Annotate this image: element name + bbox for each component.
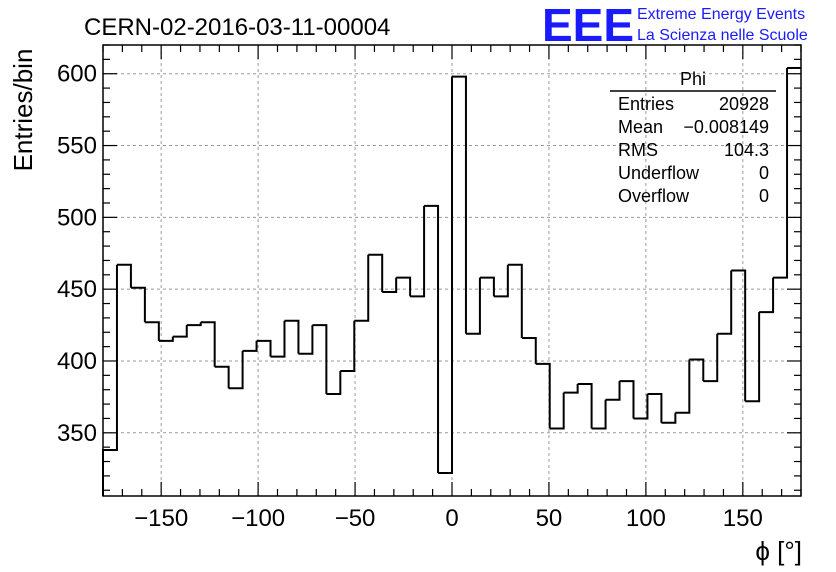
stats-row-value: −0.008149 — [683, 117, 769, 137]
histogram-bin — [605, 381, 621, 401]
stats-rows: Entries 20928 Mean −0.008149 RMS 104.3 Underfl… — [618, 94, 769, 206]
histogram-bin — [186, 322, 202, 327]
y-tick-label: 400 — [57, 348, 97, 375]
histogram-bin — [465, 277, 481, 335]
x-tick-label: 100 — [626, 505, 666, 532]
histogram-bin — [172, 325, 188, 338]
x-tick-label: −100 — [231, 505, 285, 532]
histogram-bin — [340, 320, 356, 373]
histogram-bin — [256, 339, 272, 357]
stats-row-value: 104.3 — [724, 140, 769, 160]
histogram-bin — [731, 269, 747, 402]
x-tick-label: −150 — [134, 505, 188, 532]
eee-logo-letters: EEE — [542, 0, 634, 51]
stats-row-value: 0 — [759, 163, 769, 183]
histogram-bin — [438, 76, 453, 475]
histogram-bin — [479, 276, 495, 297]
histogram-bin — [116, 263, 132, 288]
histogram-bin — [214, 365, 230, 389]
stats-row-label: Mean — [618, 117, 663, 137]
histogram-bin — [759, 277, 775, 314]
histogram-bin — [773, 67, 789, 279]
histogram-bin — [675, 359, 691, 414]
histogram-bin — [354, 254, 370, 322]
histogram-bin — [158, 336, 174, 342]
histogram-bin — [507, 263, 523, 339]
y-tick-label: 350 — [57, 420, 97, 447]
histogram-bin — [144, 321, 160, 341]
histogram-bin — [493, 264, 509, 298]
histogram-bin — [424, 204, 440, 474]
histogram-bin — [298, 325, 314, 355]
histogram-bin — [382, 277, 398, 294]
histogram-bin — [689, 358, 705, 382]
stats-row-value: 20928 — [719, 94, 769, 114]
histogram-bin — [452, 75, 467, 334]
histogram-bin — [200, 321, 216, 367]
stats-row-label: Underflow — [618, 163, 700, 183]
histogram-bin — [368, 253, 384, 293]
histogram-bin — [703, 333, 719, 383]
histogram-bin — [591, 399, 607, 430]
histogram-series — [102, 66, 801, 496]
histogram-bin — [242, 340, 258, 352]
histogram-bin — [633, 394, 649, 420]
chart-title: CERN-02-2016-03-11-00004 — [84, 14, 390, 41]
eee-logo-line1: Extreme Energy Events — [637, 6, 805, 23]
stats-box: Phi Entries 20928 Mean −0.008149 RMS 104.3 Und… — [610, 69, 776, 206]
histogram-bin — [549, 392, 565, 430]
eee-logo: EEE Extreme Energy Events La Scienza nel… — [542, 0, 808, 51]
histogram-bin — [326, 371, 342, 396]
histogram-bin — [270, 320, 286, 358]
histogram-bin — [312, 324, 328, 395]
histogram-bin — [130, 286, 146, 323]
histogram-bin — [228, 350, 244, 390]
x-tick-label: 0 — [445, 505, 458, 532]
histogram-bin — [284, 319, 300, 354]
histogram-bin — [647, 393, 663, 423]
y-tick-label: 550 — [57, 133, 97, 160]
x-tick-label: 50 — [536, 505, 563, 532]
histogram-bin — [661, 412, 677, 424]
y-axis-title: Entries/bin — [8, 49, 38, 172]
stats-row-label: Overflow — [618, 186, 690, 206]
histogram-bin — [410, 205, 426, 298]
eee-logo-line2: La Scienza nelle Scuole — [637, 27, 808, 44]
x-axis-title: ϕ [°] — [755, 536, 802, 566]
stats-row-value: 0 — [759, 186, 769, 206]
histogram-bin — [535, 362, 551, 429]
axis-ticks — [102, 44, 802, 496]
histogram-bin — [563, 383, 579, 394]
y-tick-label: 450 — [57, 276, 97, 303]
y-tick-label: 500 — [57, 204, 97, 231]
histogram-bin — [396, 276, 412, 297]
tick-labels: −150 −100 −50 0 50 100 150 350 400 450 500 550 600 — [57, 61, 763, 532]
stats-row-label: RMS — [618, 140, 658, 160]
histogram-bin — [717, 270, 733, 335]
histogram-bin — [521, 337, 537, 364]
x-tick-label: −50 — [335, 505, 376, 532]
histogram-bin — [745, 312, 761, 403]
stats-row-label: Entries — [618, 94, 674, 114]
histogram-bin — [619, 380, 635, 419]
histogram-bin — [577, 382, 593, 429]
x-tick-label: 150 — [723, 505, 763, 532]
y-tick-label: 600 — [57, 61, 97, 88]
stats-title: Phi — [680, 69, 706, 89]
